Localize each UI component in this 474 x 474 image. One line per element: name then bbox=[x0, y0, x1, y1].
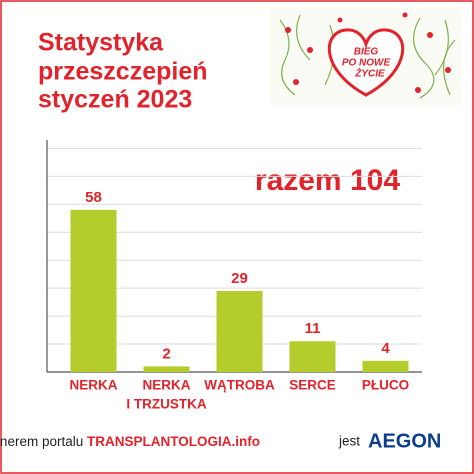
value-label: 11 bbox=[305, 320, 321, 337]
bar bbox=[289, 341, 336, 372]
event-logo: BIEG PO NOWE ŻYCIE bbox=[270, 8, 462, 105]
x-tick-label: WĄTROBA bbox=[204, 378, 275, 393]
footer-suffix: jest bbox=[338, 434, 360, 449]
title-line: przeszczepień bbox=[38, 58, 208, 86]
value-label: 2 bbox=[162, 345, 170, 362]
x-tick-label: NERKA bbox=[69, 378, 117, 393]
title-line: styczeń 2023 bbox=[38, 86, 192, 114]
plot: 58 NERKA 2 NERKA I TRZUSTKA 29 WĄTROBA 11 SERCE 4… bbox=[46, 140, 422, 412]
x-tick-label: SERCE bbox=[289, 378, 336, 393]
x-tick-label: NERKA bbox=[142, 378, 190, 393]
logo-berries bbox=[285, 12, 451, 93]
title-line: Statystyka bbox=[38, 29, 164, 57]
footer: Partnerem portalu TRANSPLANTOLOGIA.info bbox=[0, 434, 260, 449]
logo-text: ŻYCIE bbox=[354, 67, 385, 80]
bar bbox=[143, 366, 190, 372]
partner-logo: AEGON bbox=[368, 430, 441, 452]
value-label: 29 bbox=[231, 270, 248, 287]
logo-heart bbox=[327, 28, 405, 97]
value-label: 58 bbox=[85, 189, 102, 206]
bar bbox=[216, 290, 263, 372]
bar bbox=[70, 209, 117, 372]
logo-text: PO NOWE bbox=[342, 58, 391, 69]
footer-prefix: Partnerem portalu bbox=[0, 434, 83, 449]
bar bbox=[362, 360, 409, 372]
title: Statystyka przeszczepień styczeń 2023 bbox=[38, 29, 208, 114]
footer-site: TRANSPLANTOLOGIA.info bbox=[87, 434, 260, 449]
value-label: 4 bbox=[381, 340, 390, 357]
logo-text: BIEG bbox=[354, 47, 379, 58]
x-tick-label: I TRZUSTKA bbox=[126, 397, 206, 412]
x-tick-label: PŁUCO bbox=[362, 378, 409, 393]
annotation: razem 104 bbox=[255, 164, 400, 197]
